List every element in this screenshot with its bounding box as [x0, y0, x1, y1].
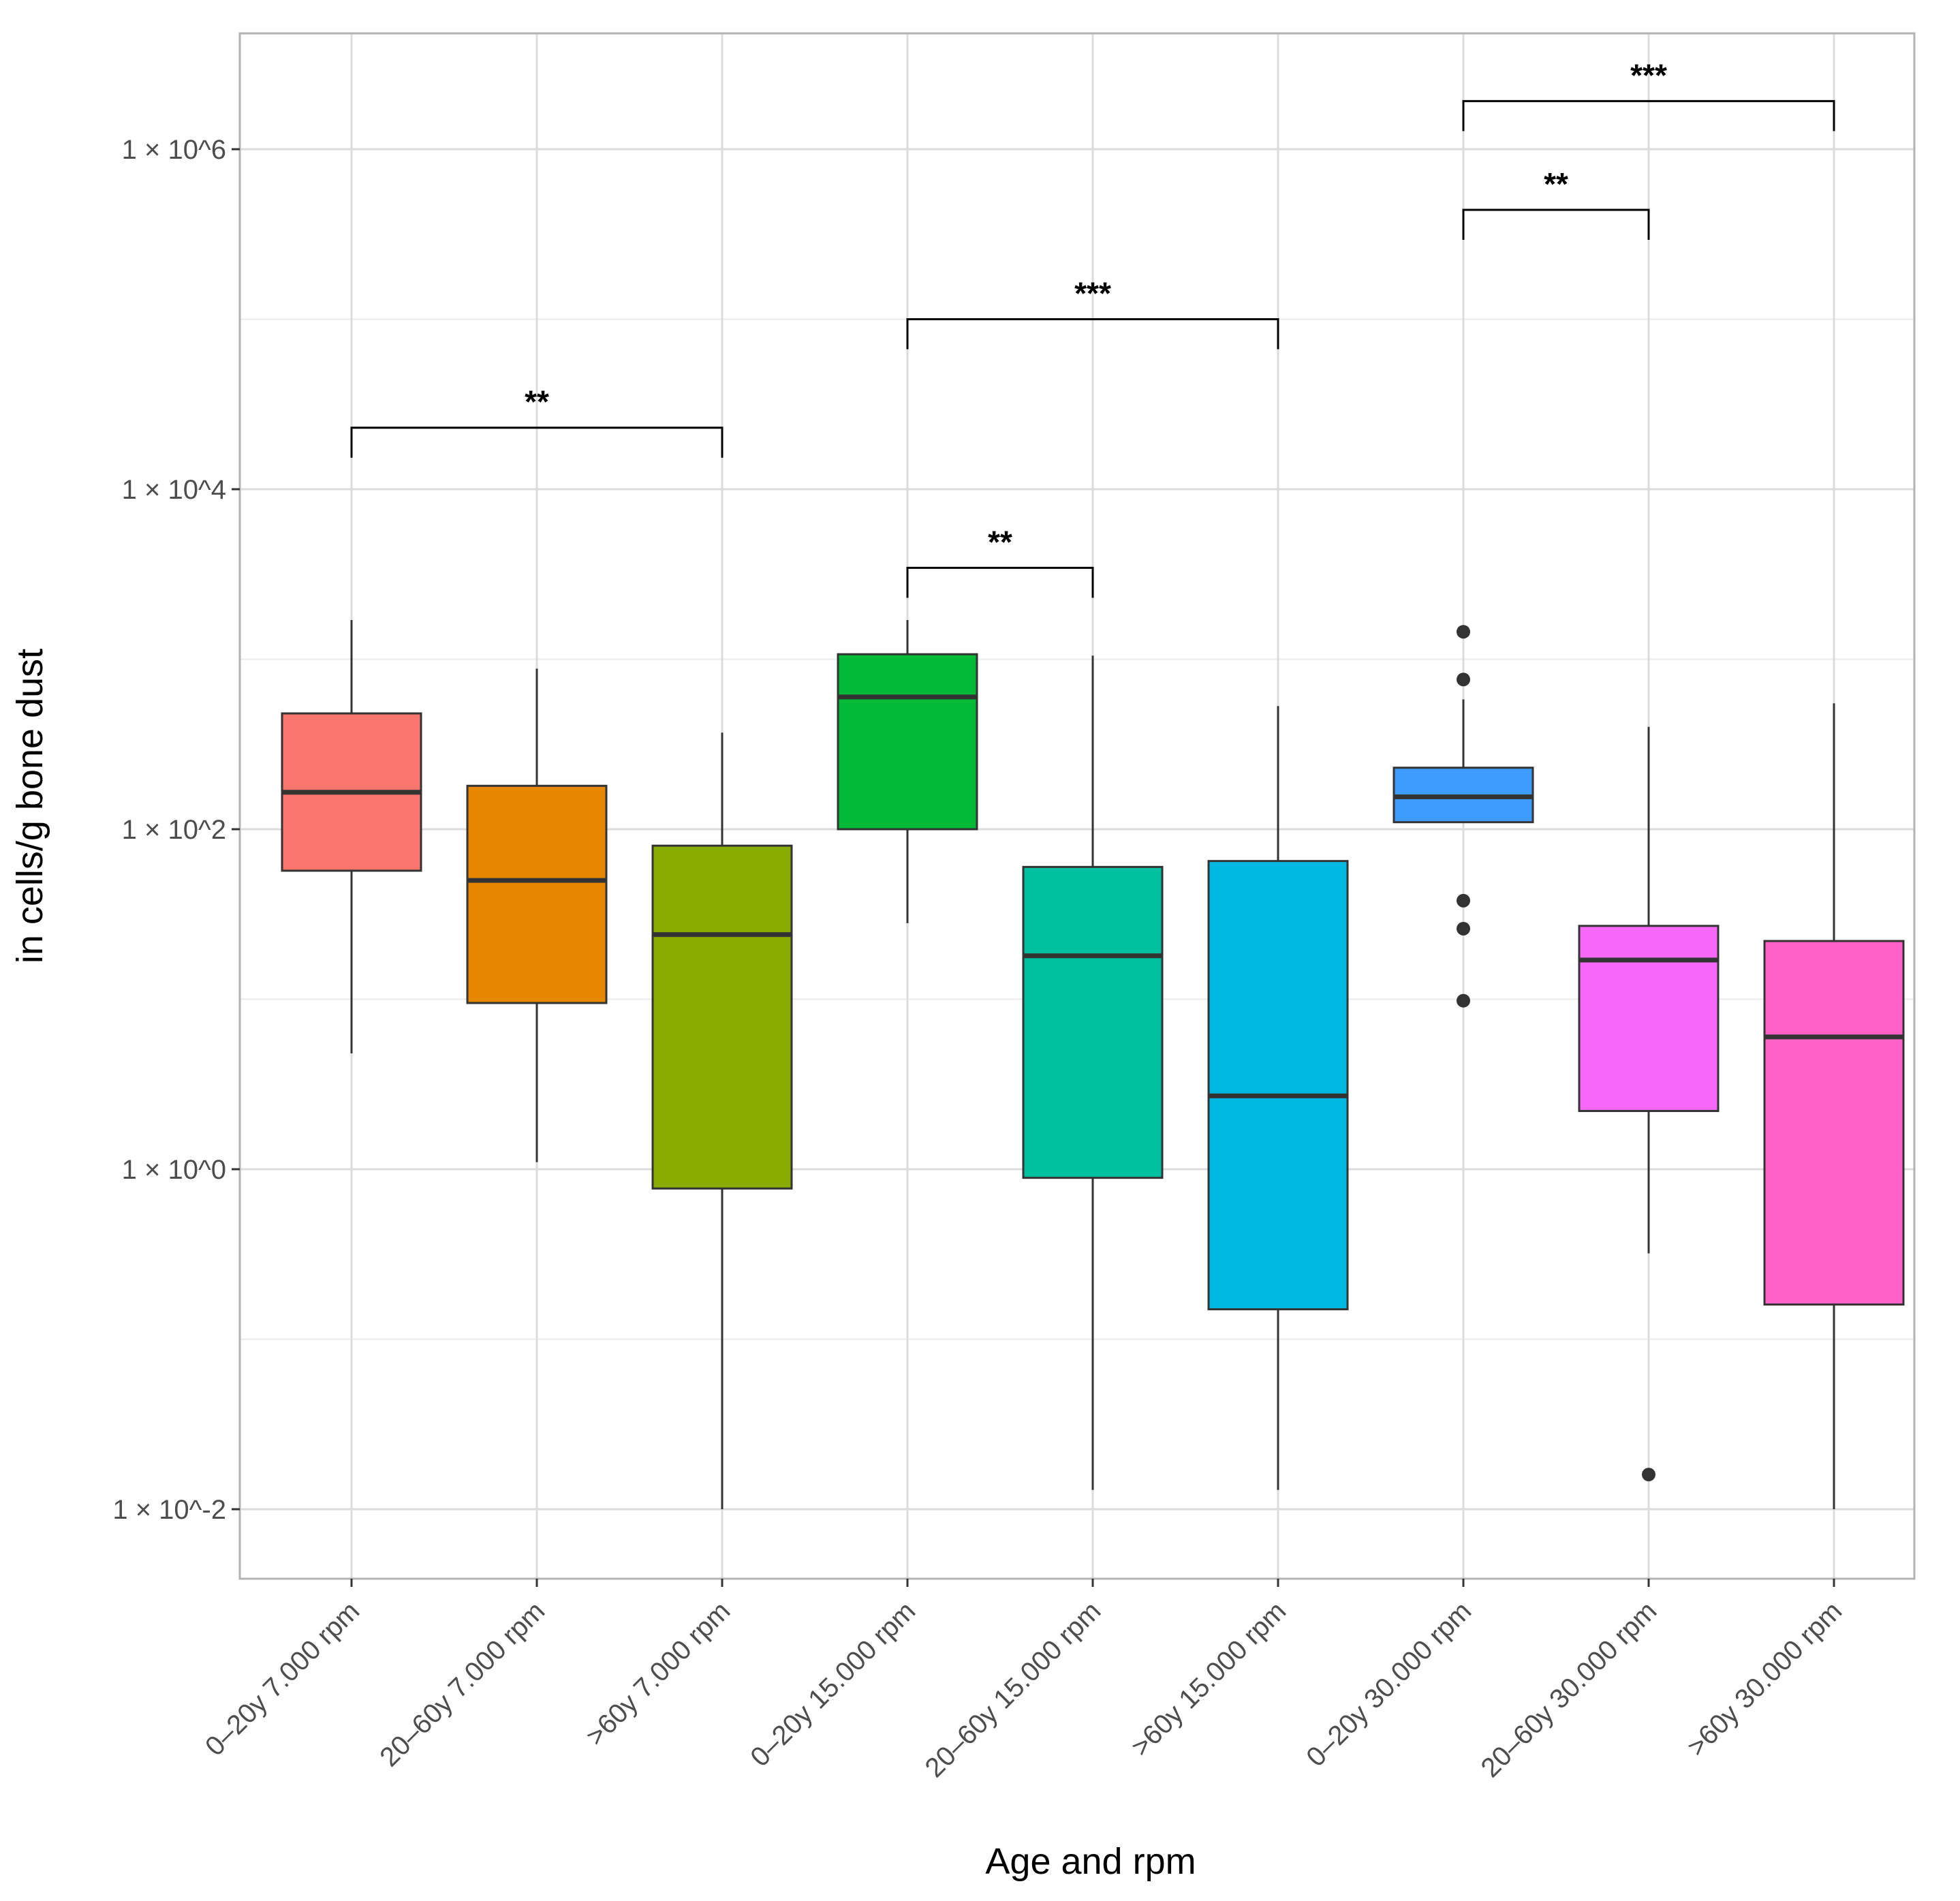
bracket-line	[906, 566, 1094, 598]
significance-label: **	[525, 384, 549, 420]
y-tick-label: 1 × 10^2	[122, 815, 226, 845]
outlier-point	[1642, 1468, 1655, 1482]
significance-label: **	[988, 524, 1012, 559]
x-tick-label: >60y 15.000 rpm	[1125, 1596, 1292, 1762]
y-tick-label: 1 × 10^-2	[112, 1495, 226, 1525]
x-tick-label: >60y 30.000 rpm	[1681, 1596, 1848, 1762]
outlier-point	[1457, 921, 1470, 936]
significance-label: ***	[1074, 276, 1111, 311]
box-body	[1207, 860, 1349, 1311]
x-tick-label: >60y 7.000 rpm	[580, 1596, 736, 1751]
box-body	[651, 844, 793, 1190]
significance-bracket: ***	[1462, 57, 1835, 132]
significance-brackets: ************	[350, 57, 1835, 598]
box-body	[466, 784, 608, 1004]
box-8	[1578, 726, 1720, 1482]
box-body	[1022, 865, 1164, 1179]
outlier-point	[1457, 625, 1470, 639]
outlier-point	[1457, 673, 1470, 687]
x-tick-label: 0–20y 15.000 rpm	[745, 1596, 921, 1772]
box-4	[837, 620, 978, 923]
bracket-line	[350, 427, 724, 458]
box-body	[837, 653, 978, 831]
box-6	[1207, 706, 1349, 1490]
box-9	[1763, 703, 1905, 1509]
x-tick-label: 20–60y 15.000 rpm	[920, 1596, 1107, 1783]
box-series	[281, 620, 1905, 1509]
box-7	[1393, 625, 1534, 1008]
bracket-line	[1462, 208, 1650, 240]
x-tick-label: 20–60y 30.000 rpm	[1476, 1596, 1663, 1783]
x-tick-label: 0–20y 7.000 rpm	[200, 1596, 365, 1761]
x-tick-label: 0–20y 30.000 rpm	[1301, 1596, 1477, 1772]
bracket-line	[906, 318, 1279, 350]
significance-bracket: **	[350, 384, 724, 458]
y-tick-label: 1 × 10^4	[122, 475, 226, 505]
y-tick-label: 1 × 10^6	[122, 135, 226, 165]
plot-panel-border	[238, 32, 1916, 1580]
y-axis-ticks: 1 × 10^-2 1 × 10^0 1 × 10^2 1 × 10^4 1 × 10^…	[112, 135, 240, 1525]
box-body	[1578, 925, 1720, 1113]
significance-bracket: **	[906, 524, 1094, 598]
outlier-point	[1457, 993, 1470, 1008]
significance-bracket: ***	[906, 276, 1279, 350]
y-tick-label: 1 × 10^0	[122, 1155, 226, 1185]
significance-label: ***	[1630, 57, 1667, 93]
box-body	[1763, 940, 1905, 1306]
box-1	[281, 620, 422, 1054]
outlier-point	[1457, 893, 1470, 908]
box-2	[466, 668, 608, 1162]
significance-label: **	[1544, 166, 1568, 202]
box-3	[651, 732, 793, 1509]
x-axis-ticks: 0–20y 7.000 rpm 20–60y 7.000 rpm >60y 7.00…	[200, 1579, 1848, 1783]
x-axis-title: Age and rpm	[985, 1841, 1196, 1882]
x-tick-label: 20–60y 7.000 rpm	[374, 1596, 550, 1772]
y-axis-title: in cells/g bone dust	[10, 649, 50, 963]
significance-bracket: **	[1462, 166, 1650, 240]
bracket-line	[1462, 99, 1835, 132]
box-5	[1022, 655, 1164, 1490]
